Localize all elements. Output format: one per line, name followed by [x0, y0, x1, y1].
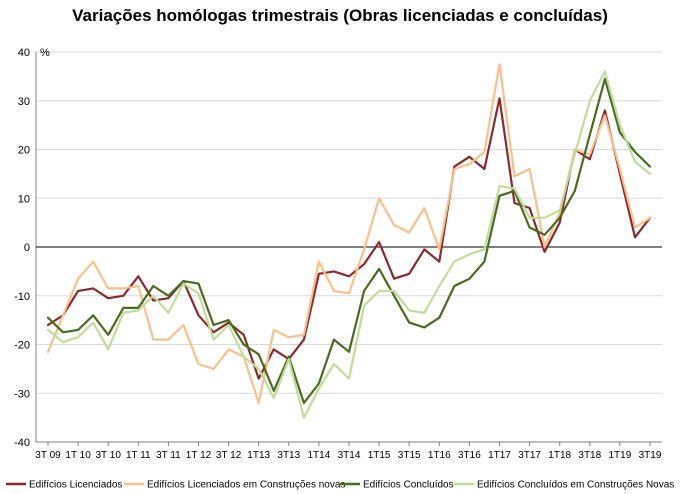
x-tick-label: 1T14	[308, 450, 331, 461]
x-tick-label: 3T17	[518, 450, 541, 461]
x-tick-label: 3T14	[338, 450, 361, 461]
series-lines	[46, 63, 652, 419]
x-tick-label: 1T13	[247, 450, 270, 461]
y-tick-label: 20	[18, 145, 30, 157]
y-tick-label: -30	[14, 388, 30, 400]
legend-label: Edifícios Concluídos	[363, 480, 454, 491]
legend: Edifícios Licenciados Edifícios Licenciad…	[6, 480, 674, 491]
y-tick-labels: -40 -30 -20 -10 0 10 20 30 40%	[14, 47, 50, 449]
x-tick-label: 3T 12	[216, 450, 242, 461]
chart-title: Variações homólogas trimestrais (Obras l…	[72, 6, 608, 25]
x-tick-label: 3T19	[639, 450, 662, 461]
x-tick-label: 3T13	[277, 450, 300, 461]
x-tick-label: 1T 10	[65, 450, 91, 461]
y-tick-label: -10	[14, 291, 30, 303]
x-tick-label: 1T18	[548, 450, 571, 461]
axes	[35, 52, 662, 446]
y-tick-label: 30	[18, 96, 30, 108]
series-line	[46, 97, 652, 380]
x-tick-label: 3T 10	[96, 450, 122, 461]
x-tick-label: 1T15	[368, 450, 391, 461]
x-tick-label: 3T 11	[156, 450, 181, 461]
legend-label: Edifícios Licenciados em Construções nov…	[147, 480, 345, 491]
y-axis-label: %	[40, 47, 50, 59]
x-tick-label: 3T16	[458, 450, 481, 461]
x-tick-label: 3T 09	[35, 450, 61, 461]
y-tick-label: 0	[24, 242, 30, 254]
series-line	[46, 77, 652, 405]
x-tick-label: 3T15	[398, 450, 421, 461]
x-tick-label: 1T16	[428, 450, 451, 461]
y-tick-label: -20	[14, 340, 30, 352]
x-tick-label: 1T19	[609, 450, 632, 461]
y-tick-label: -40	[14, 437, 30, 449]
series-line	[46, 63, 652, 405]
x-tick-label: 1T 11	[126, 450, 151, 461]
y-tick-label: 40	[18, 47, 30, 59]
y-tick-label: 10	[18, 193, 30, 205]
series-line	[46, 70, 652, 419]
legend-label: Edifícios Licenciados	[29, 480, 122, 491]
x-tick-label: 3T18	[578, 450, 601, 461]
x-tick-labels: 3T 09 1T 10 3T 10 1T 11 3T 11 1T 12 3T 12 1T13 3…	[35, 450, 662, 461]
legend-label: Edifícios Concluídos em Construções Nova…	[477, 480, 674, 491]
x-tick-label: 1T17	[488, 450, 511, 461]
x-tick-label: 1T 12	[186, 450, 212, 461]
